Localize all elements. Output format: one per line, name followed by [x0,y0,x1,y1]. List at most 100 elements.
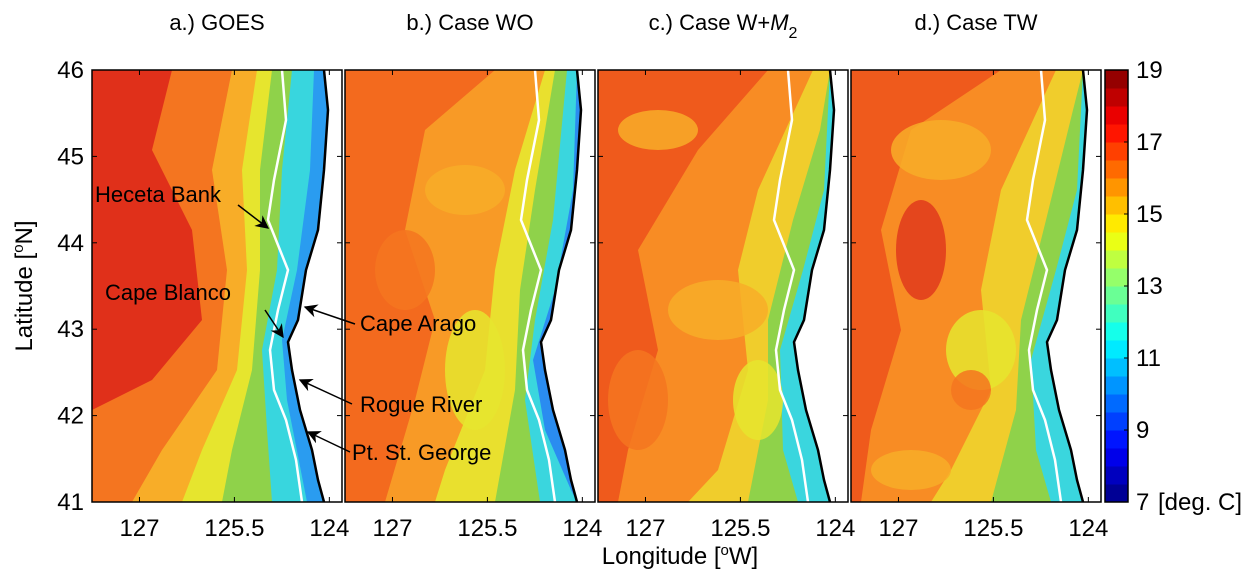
annotation: Heceta Bank [95,182,222,207]
coastline [539,70,583,502]
colorbar-level [1105,178,1128,197]
colorbar-level [1105,268,1128,287]
x-tick-label: 125.5 [457,515,517,542]
sst-eddy [871,450,951,490]
y-tick-label: 46 [57,57,84,84]
colorbar-level [1105,448,1128,467]
sst-contour [282,70,328,502]
sst-eddy [375,230,435,310]
colorbar-level [1105,70,1128,89]
colorbar-tick-label: 9 [1136,417,1149,444]
annotation: Cape Blanco [105,280,231,305]
colorbar-tick-label: 19 [1136,57,1163,84]
isobath [772,70,810,502]
sst-eddy [891,120,991,180]
y-label-part: N] [11,220,38,244]
x-tick-label: 127 [372,515,412,542]
colorbar-level [1105,340,1128,359]
x-label-part: W] [729,543,758,570]
land [1047,70,1101,502]
x-tick-label: 127 [625,515,665,542]
coastline [1045,70,1089,502]
map-panel [851,70,1101,502]
y-tick-label: 45 [57,143,84,170]
land [288,70,342,502]
land [794,70,848,502]
x-label-sup: o [721,542,729,559]
annotation: Pt. St. George [352,440,491,465]
sst-eddy [668,280,768,340]
colorbar-level [1105,286,1128,305]
panel-title: a.) GOES [169,10,264,35]
colorbar-level [1105,430,1128,449]
y-axis-label: Latitude [oN] [10,220,38,351]
y-label-sup: o [10,244,27,252]
panel-title: c.) Case W+M2 [649,10,798,42]
coastline [286,70,330,502]
colorbar-tick-label: 17 [1136,129,1163,156]
annotation-arrow [306,431,351,453]
y-tick-label: 43 [57,316,84,343]
panel-title: b.) Case WO [406,10,533,35]
annotation-arrow [237,204,270,229]
colorbar-level [1105,106,1128,125]
colorbar-tick-label: 13 [1136,273,1163,300]
panel-frame [344,69,596,503]
colorbar-level [1105,250,1128,269]
x-tick-label: 125.5 [710,515,770,542]
isobath [519,70,557,502]
sst-eddy [425,165,505,215]
y-label-part: Latitude [ [11,252,38,351]
panel-frame [850,69,1102,503]
panel-frame [597,69,849,503]
x-tick-label: 125.5 [963,515,1023,542]
x-tick-label: 124 [815,515,855,542]
annotation-arrow [303,304,356,325]
colorbar-tick-label: 7 [1136,489,1149,516]
annotation-arrow [298,378,353,405]
sst-contour [1031,70,1087,502]
y-tick-label: 44 [57,230,84,257]
map-panel [345,70,595,502]
x-tick-label: 127 [119,515,159,542]
panel-title-text: a.) GOES [169,10,264,35]
panel-title-subscript: 2 [789,25,798,42]
sst-contour [780,70,834,502]
land [541,70,595,502]
colorbar-level [1105,358,1128,377]
colorbar-level [1105,412,1128,431]
annotation: Cape Arago [360,311,476,336]
colorbar-level [1105,196,1128,215]
x-label-part: Longitude [ [602,543,721,570]
x-tick-label: 127 [878,515,918,542]
x-tick-label: 124 [309,515,349,542]
isobath [266,70,304,502]
sst-eddy [618,110,698,150]
annotation-arrow [264,309,284,339]
sst-contour [533,70,581,502]
colorbar-level [1105,322,1128,341]
map-panel [598,70,848,502]
colorbar-unit: [deg. C] [1158,489,1242,516]
colorbar-level [1105,304,1128,323]
panel-title-symbol: M [770,10,789,35]
panel-title-text: d.) Case TW [914,10,1037,35]
sst-eddy [946,310,1016,390]
colorbar-level [1105,88,1128,107]
colorbar-level [1105,142,1128,161]
x-tick-label: 125.5 [204,515,264,542]
sst-eddy [733,360,783,440]
isobath [1025,70,1063,502]
panel-title-text: c.) Case W+ [649,10,771,35]
x-tick-label: 124 [1068,515,1108,542]
panel-frame [91,69,343,503]
annotation: Rogue River [360,392,482,417]
map-panel [92,70,342,502]
colorbar-level [1105,376,1128,395]
colorbar-level [1105,466,1128,485]
sst-eddy [951,370,991,410]
colorbar-level [1105,124,1128,143]
colorbar-level [1105,484,1128,503]
y-tick-label: 42 [57,403,84,430]
